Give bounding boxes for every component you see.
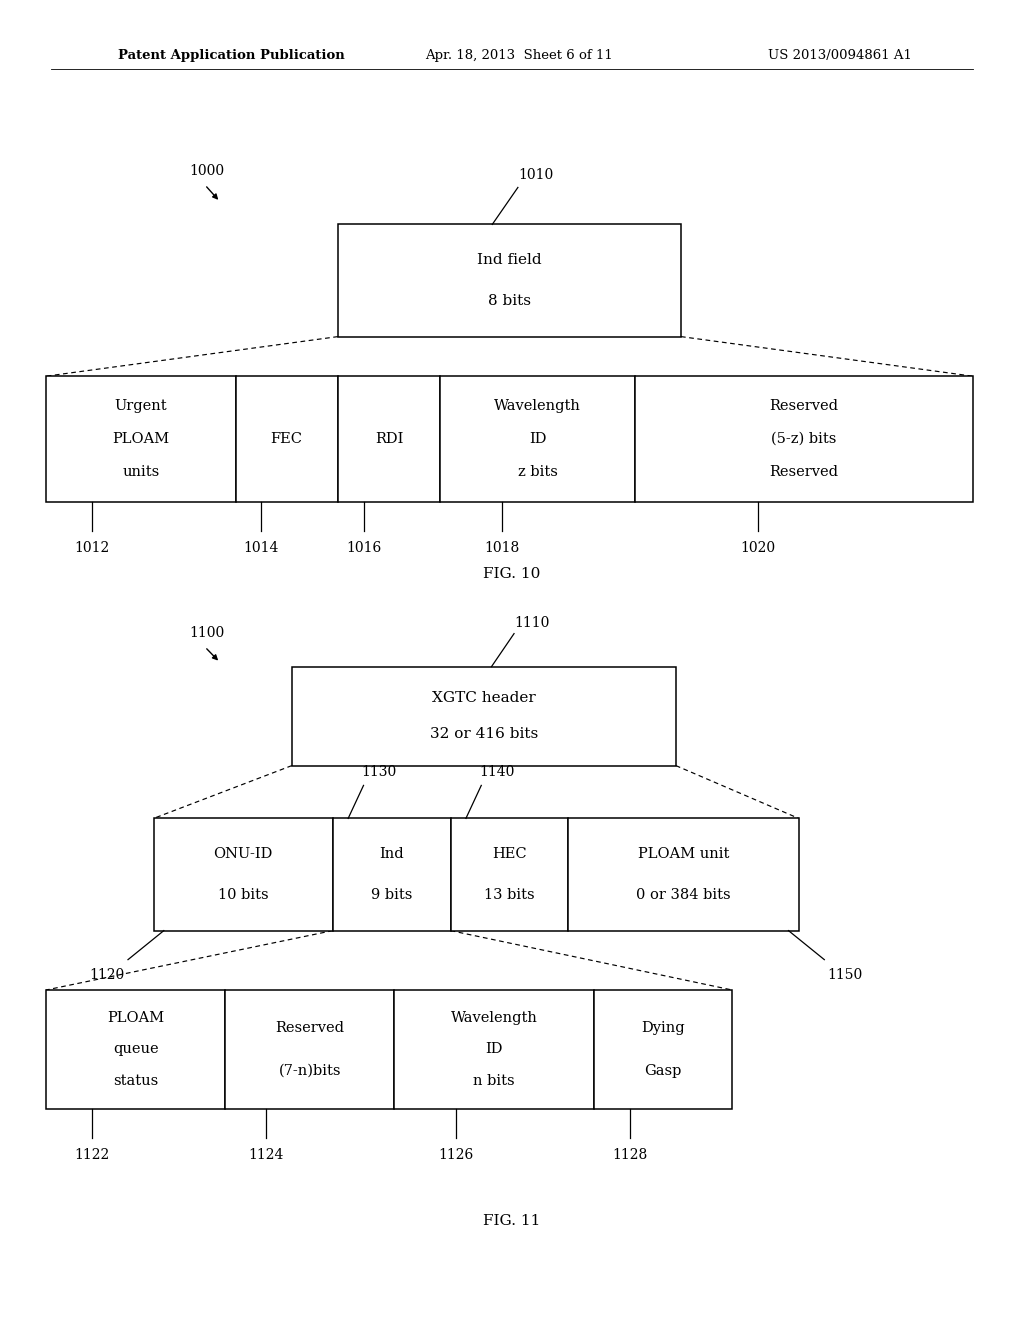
Text: Reserved: Reserved [769,465,839,479]
Text: HEC: HEC [493,847,526,862]
Text: Urgent: Urgent [115,399,167,413]
Text: Reserved: Reserved [769,399,839,413]
Text: 32 or 416 bits: 32 or 416 bits [430,727,538,741]
Text: units: units [122,465,160,479]
Text: ID: ID [485,1043,503,1056]
Text: status: status [113,1073,159,1088]
Text: US 2013/0094861 A1: US 2013/0094861 A1 [768,49,912,62]
Text: 10 bits: 10 bits [218,887,268,902]
Text: 1150: 1150 [827,968,862,982]
Text: 1012: 1012 [75,541,110,556]
Bar [292,667,676,766]
Text: ONU-ID: ONU-ID [214,847,272,862]
Text: (5-z) bits: (5-z) bits [771,432,837,446]
Text: Gasp: Gasp [644,1064,682,1077]
Bar [338,376,440,502]
Text: Ind field: Ind field [477,253,542,268]
Text: 1014: 1014 [244,541,279,556]
Text: Apr. 18, 2013  Sheet 6 of 11: Apr. 18, 2013 Sheet 6 of 11 [425,49,612,62]
Text: 1122: 1122 [75,1148,110,1163]
Text: z bits: z bits [518,465,557,479]
Text: 1000: 1000 [189,164,224,178]
Bar [394,990,594,1109]
Text: Reserved: Reserved [275,1022,344,1035]
Bar [594,990,732,1109]
Text: 1120: 1120 [90,968,125,982]
Text: PLOAM unit: PLOAM unit [638,847,729,862]
Text: 1140: 1140 [479,764,515,779]
Bar [236,376,338,502]
Bar [635,376,973,502]
Text: ID: ID [528,432,547,446]
Text: 1126: 1126 [438,1148,473,1163]
Text: 1016: 1016 [346,541,381,556]
Text: 8 bits: 8 bits [488,293,530,308]
Bar [225,990,394,1109]
Text: PLOAM: PLOAM [108,1011,164,1026]
Bar [568,818,799,931]
Text: 1100: 1100 [189,626,224,640]
Text: 1130: 1130 [361,764,396,779]
Text: 0 or 384 bits: 0 or 384 bits [636,887,731,902]
Text: 1020: 1020 [740,541,775,556]
Bar [440,376,635,502]
Text: 1010: 1010 [518,168,553,182]
Text: 1128: 1128 [612,1148,647,1163]
Text: XGTC header: XGTC header [432,692,536,705]
Bar [154,818,333,931]
Text: n bits: n bits [473,1073,515,1088]
Text: (7-n)bits: (7-n)bits [279,1064,341,1077]
Bar [46,990,225,1109]
Text: PLOAM: PLOAM [113,432,169,446]
Bar [46,376,236,502]
Bar [451,818,568,931]
Text: 9 bits: 9 bits [371,887,413,902]
Text: Ind: Ind [379,847,404,862]
Text: RDI: RDI [375,432,403,446]
Text: Wavelength: Wavelength [495,399,581,413]
Text: queue: queue [113,1043,159,1056]
Text: 1124: 1124 [249,1148,284,1163]
Text: Wavelength: Wavelength [451,1011,538,1026]
Bar [333,818,451,931]
Text: FIG. 10: FIG. 10 [483,568,541,581]
Text: FIG. 11: FIG. 11 [483,1214,541,1228]
Text: FEC: FEC [270,432,303,446]
Text: Dying: Dying [641,1022,685,1035]
Text: 1018: 1018 [484,541,519,556]
Text: 13 bits: 13 bits [484,887,535,902]
Text: Patent Application Publication: Patent Application Publication [118,49,344,62]
Text: 1110: 1110 [514,615,550,630]
Bar [338,224,681,337]
